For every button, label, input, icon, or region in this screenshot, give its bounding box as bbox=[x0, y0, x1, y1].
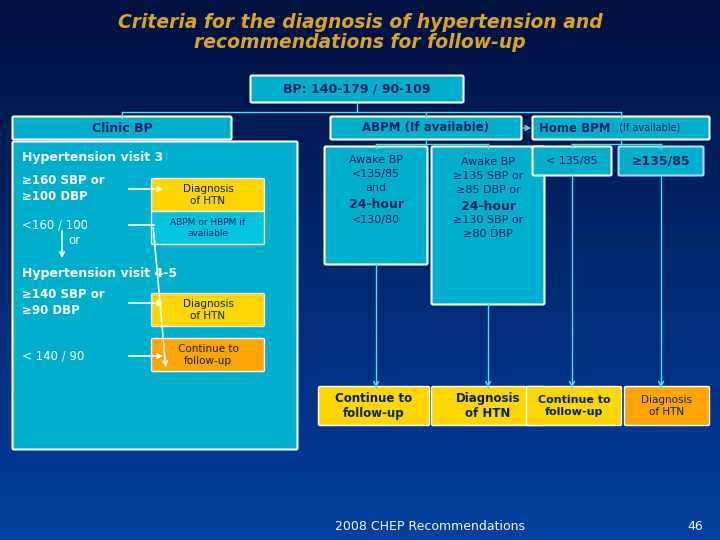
FancyBboxPatch shape bbox=[526, 387, 621, 426]
FancyBboxPatch shape bbox=[624, 387, 709, 426]
FancyBboxPatch shape bbox=[325, 146, 428, 265]
Text: ≥90 DBP: ≥90 DBP bbox=[22, 305, 80, 318]
Text: Awake BP: Awake BP bbox=[461, 157, 515, 167]
Text: ≥140 SBP or: ≥140 SBP or bbox=[22, 288, 104, 301]
Text: ≥85 DBP or: ≥85 DBP or bbox=[456, 185, 521, 195]
Text: 24-hour: 24-hour bbox=[348, 198, 403, 211]
Text: or: or bbox=[68, 233, 80, 246]
Text: Diagnosis
of HTN: Diagnosis of HTN bbox=[642, 395, 693, 417]
Text: ABPM or HBPM if
available: ABPM or HBPM if available bbox=[171, 218, 246, 238]
FancyBboxPatch shape bbox=[330, 117, 521, 139]
Text: ≥130 SBP or: ≥130 SBP or bbox=[453, 215, 523, 225]
FancyBboxPatch shape bbox=[151, 294, 264, 327]
FancyBboxPatch shape bbox=[431, 146, 544, 305]
Text: Continue to
follow-up: Continue to follow-up bbox=[336, 392, 413, 420]
Text: Awake BP: Awake BP bbox=[349, 155, 403, 165]
Text: ABPM (If available): ABPM (If available) bbox=[362, 122, 490, 134]
Text: Criteria for the diagnosis of hypertension and: Criteria for the diagnosis of hypertensi… bbox=[117, 12, 603, 31]
FancyBboxPatch shape bbox=[251, 76, 464, 103]
Text: < 135/85: < 135/85 bbox=[546, 156, 598, 166]
Text: ≥135/85: ≥135/85 bbox=[631, 154, 690, 167]
FancyBboxPatch shape bbox=[618, 146, 703, 176]
Text: 2008 CHEP Recommendations: 2008 CHEP Recommendations bbox=[335, 519, 525, 532]
FancyBboxPatch shape bbox=[12, 117, 232, 139]
Text: ≥135 SBP or: ≥135 SBP or bbox=[453, 171, 523, 181]
Text: BP: 140-179 / 90-109: BP: 140-179 / 90-109 bbox=[283, 83, 431, 96]
FancyBboxPatch shape bbox=[151, 212, 264, 245]
FancyBboxPatch shape bbox=[533, 117, 709, 139]
Text: ≥160 SBP or: ≥160 SBP or bbox=[22, 174, 104, 187]
FancyBboxPatch shape bbox=[151, 339, 264, 372]
Text: 24-hour: 24-hour bbox=[461, 199, 516, 213]
Text: Diagnosis
of HTN: Diagnosis of HTN bbox=[182, 299, 233, 321]
Text: Hypertension visit 3: Hypertension visit 3 bbox=[22, 151, 163, 164]
FancyBboxPatch shape bbox=[431, 387, 544, 426]
Text: recommendations for follow-up: recommendations for follow-up bbox=[194, 32, 526, 51]
Text: <160 / 100: <160 / 100 bbox=[22, 219, 88, 232]
Text: Continue to
follow-up: Continue to follow-up bbox=[178, 344, 238, 366]
Text: (If available): (If available) bbox=[616, 123, 680, 133]
Text: Hypertension visit 4-5: Hypertension visit 4-5 bbox=[22, 267, 177, 280]
Text: ≥80 DBP: ≥80 DBP bbox=[463, 229, 513, 239]
Text: 46: 46 bbox=[687, 519, 703, 532]
FancyBboxPatch shape bbox=[12, 141, 297, 449]
FancyBboxPatch shape bbox=[151, 179, 264, 212]
Text: Continue to
follow-up: Continue to follow-up bbox=[538, 395, 611, 417]
Text: Clinic BP: Clinic BP bbox=[91, 122, 153, 134]
Text: Home BPM: Home BPM bbox=[539, 122, 611, 134]
FancyBboxPatch shape bbox=[533, 146, 611, 176]
Text: <135/85: <135/85 bbox=[352, 169, 400, 179]
Text: Diagnosis
of HTN: Diagnosis of HTN bbox=[182, 184, 233, 206]
Text: < 140 / 90: < 140 / 90 bbox=[22, 349, 84, 362]
Text: and: and bbox=[366, 183, 387, 193]
Text: Diagnosis
of HTN: Diagnosis of HTN bbox=[456, 392, 521, 420]
FancyBboxPatch shape bbox=[318, 387, 430, 426]
Text: ≥100 DBP: ≥100 DBP bbox=[22, 191, 88, 204]
Text: <130/80: <130/80 bbox=[352, 215, 400, 225]
